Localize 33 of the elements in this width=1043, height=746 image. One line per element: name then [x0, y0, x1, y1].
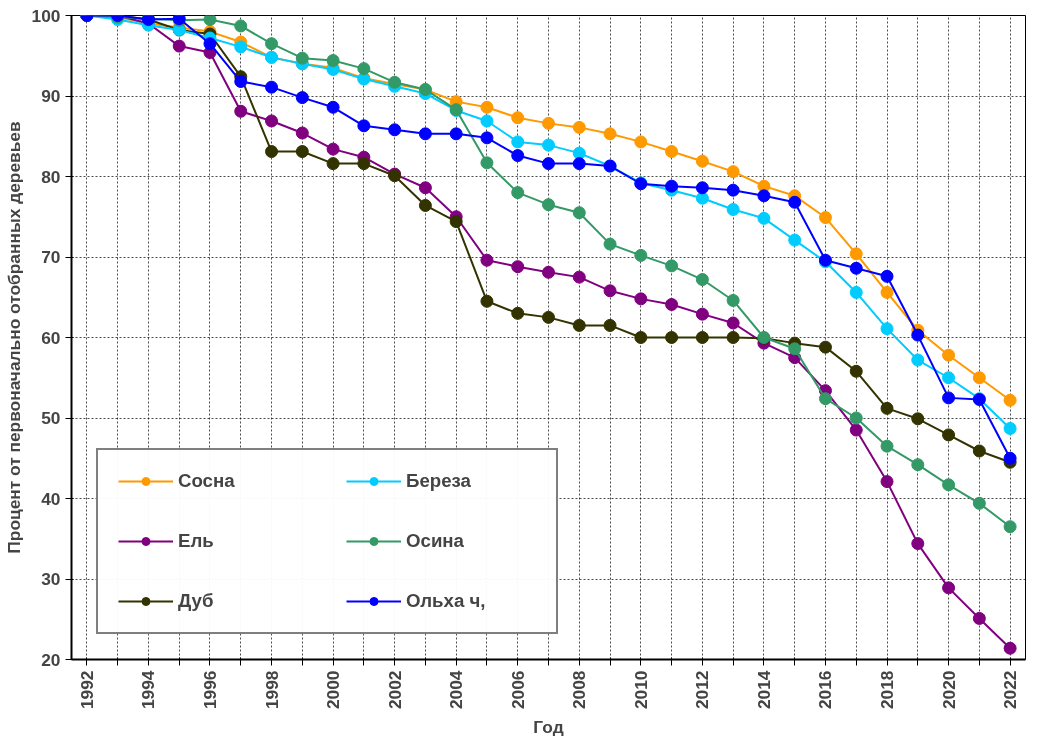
- y-tick-label: 70: [41, 247, 61, 267]
- legend-label: Осина: [406, 530, 465, 552]
- x-tick-label: 2006: [507, 670, 528, 710]
- x-tick-label: 2020: [938, 670, 959, 710]
- y-tick-label: 50: [41, 408, 61, 428]
- y-tick-label: 100: [31, 5, 61, 26]
- x-tick-label: 1996: [199, 670, 220, 710]
- x-axis-title: Год: [533, 717, 564, 738]
- y-tick-label: 60: [41, 327, 61, 348]
- x-tick-label: 1992: [76, 670, 97, 710]
- x-tick-label: 1998: [261, 670, 282, 710]
- x-tick-label: 2004: [446, 670, 467, 710]
- x-tick-label: 2002: [384, 670, 405, 710]
- y-tick-label: 40: [41, 488, 61, 509]
- legend-label: Ель: [178, 530, 215, 552]
- y-axis-title: Процент от первоначально отобранных деревьев: [3, 121, 24, 554]
- x-tick-label: 2000: [323, 670, 344, 710]
- y-tick-label: 20: [41, 649, 61, 670]
- x-tick-label: 2008: [569, 670, 590, 710]
- x-tick-label: 2010: [630, 670, 651, 710]
- x-tick-label: 2012: [692, 670, 713, 710]
- legend-label: Сосна: [178, 470, 236, 492]
- y-tick-label: 30: [41, 569, 61, 589]
- x-tick-label: 2014: [753, 670, 774, 710]
- x-tick-label: 2016: [815, 670, 836, 710]
- x-tick-label: 2022: [1000, 670, 1021, 710]
- legend-label: Дуб: [178, 590, 215, 612]
- x-tick-label: 1994: [138, 670, 159, 710]
- y-tick-label: 90: [41, 86, 61, 106]
- legend-label: Ольха ч,: [406, 590, 487, 612]
- y-tick-label: 80: [41, 166, 61, 187]
- legend-label: Береза: [406, 470, 472, 492]
- x-tick-label: 2018: [877, 670, 898, 710]
